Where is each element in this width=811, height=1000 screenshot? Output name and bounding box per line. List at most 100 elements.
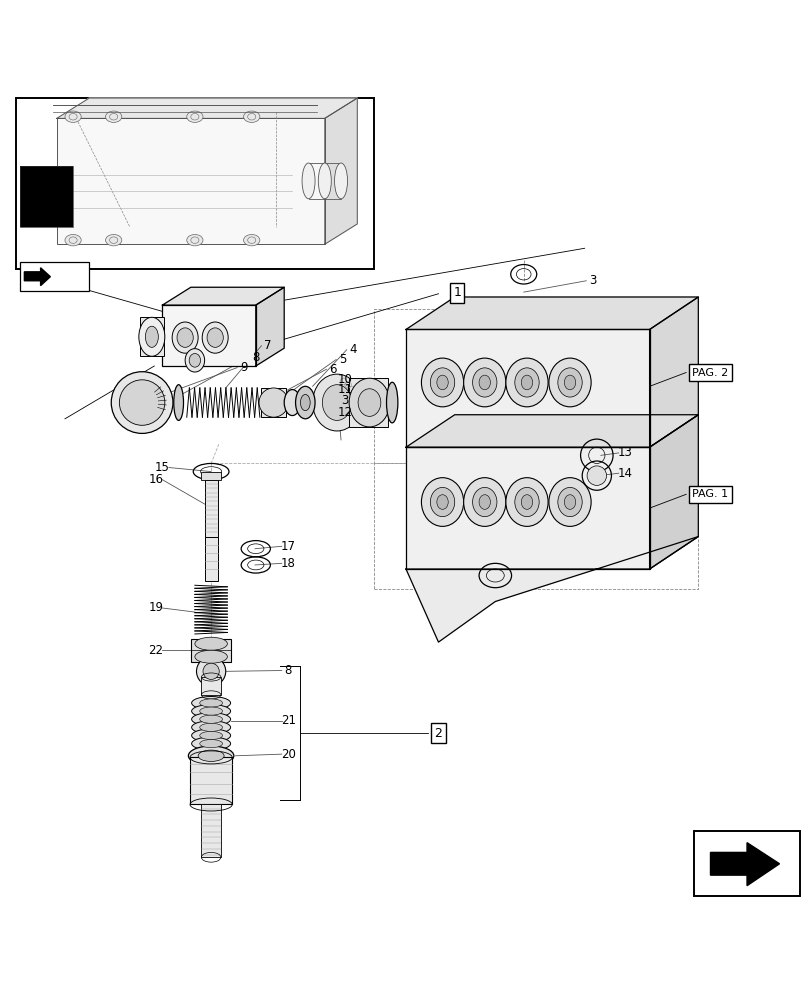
Bar: [349, 378, 388, 427]
Text: 18: 18: [281, 557, 295, 570]
Ellipse shape: [195, 637, 227, 650]
Ellipse shape: [191, 721, 230, 734]
Bar: [191, 639, 231, 662]
Ellipse shape: [386, 382, 397, 423]
Text: 3: 3: [341, 394, 349, 407]
Ellipse shape: [436, 375, 448, 390]
Ellipse shape: [195, 650, 227, 663]
Ellipse shape: [243, 111, 260, 122]
Ellipse shape: [172, 322, 198, 353]
Ellipse shape: [139, 317, 165, 356]
Ellipse shape: [198, 750, 224, 761]
Ellipse shape: [207, 328, 223, 347]
Ellipse shape: [200, 723, 222, 731]
Ellipse shape: [174, 385, 183, 420]
Ellipse shape: [177, 328, 193, 347]
Text: 14: 14: [617, 467, 632, 480]
Bar: [190, 757, 232, 804]
Ellipse shape: [505, 358, 547, 407]
Ellipse shape: [557, 487, 581, 517]
Ellipse shape: [564, 495, 575, 509]
Bar: [16, 98, 373, 269]
Text: 17: 17: [281, 540, 295, 553]
Ellipse shape: [430, 368, 454, 397]
Ellipse shape: [514, 487, 539, 517]
Ellipse shape: [243, 234, 260, 246]
Polygon shape: [406, 447, 649, 569]
Polygon shape: [406, 297, 697, 329]
Ellipse shape: [478, 495, 490, 509]
Ellipse shape: [514, 368, 539, 397]
Ellipse shape: [421, 478, 463, 526]
Ellipse shape: [191, 697, 230, 709]
Ellipse shape: [521, 495, 532, 509]
Bar: [204, 480, 217, 537]
Ellipse shape: [295, 386, 315, 419]
Polygon shape: [24, 268, 50, 286]
Ellipse shape: [105, 111, 122, 122]
Ellipse shape: [203, 663, 219, 679]
Bar: [261, 388, 285, 417]
Text: PAG. 2: PAG. 2: [692, 368, 727, 378]
Ellipse shape: [200, 740, 222, 748]
Ellipse shape: [586, 466, 606, 485]
Ellipse shape: [302, 163, 315, 199]
Ellipse shape: [65, 234, 81, 246]
Ellipse shape: [200, 715, 222, 723]
Ellipse shape: [548, 478, 590, 526]
Text: 12: 12: [337, 406, 352, 419]
Ellipse shape: [191, 713, 230, 726]
Text: 5: 5: [338, 353, 346, 366]
Ellipse shape: [557, 368, 581, 397]
Bar: [20, 262, 89, 291]
Ellipse shape: [191, 737, 230, 750]
Ellipse shape: [111, 372, 173, 433]
Polygon shape: [406, 329, 649, 447]
Text: 22: 22: [148, 644, 163, 657]
Polygon shape: [255, 287, 284, 366]
Polygon shape: [57, 98, 357, 118]
Text: 3: 3: [588, 274, 596, 287]
Ellipse shape: [187, 111, 203, 122]
Ellipse shape: [119, 380, 165, 425]
Ellipse shape: [188, 746, 234, 766]
Ellipse shape: [200, 731, 222, 740]
Text: 4: 4: [349, 343, 357, 356]
Ellipse shape: [436, 495, 448, 509]
Text: 13: 13: [617, 446, 632, 459]
Bar: [20, 166, 73, 227]
Ellipse shape: [463, 478, 505, 526]
Ellipse shape: [284, 390, 300, 416]
Text: 7: 7: [264, 339, 272, 352]
Bar: [204, 537, 217, 581]
Text: 8: 8: [251, 351, 260, 364]
Bar: [57, 118, 324, 244]
Ellipse shape: [145, 326, 158, 347]
Polygon shape: [406, 537, 697, 642]
Ellipse shape: [187, 234, 203, 246]
Text: 20: 20: [281, 748, 295, 761]
Bar: [20, 166, 73, 227]
Bar: [162, 305, 255, 366]
Bar: [201, 804, 221, 857]
Text: 21: 21: [281, 714, 295, 727]
Text: 16: 16: [148, 473, 163, 486]
Text: 19: 19: [148, 601, 163, 614]
Polygon shape: [649, 297, 697, 447]
Ellipse shape: [318, 163, 331, 199]
Ellipse shape: [322, 385, 351, 420]
Ellipse shape: [191, 705, 230, 718]
Ellipse shape: [334, 163, 347, 199]
Polygon shape: [406, 415, 697, 447]
Ellipse shape: [105, 234, 122, 246]
Text: 9: 9: [239, 361, 247, 374]
Ellipse shape: [202, 322, 228, 353]
Polygon shape: [162, 287, 284, 305]
Polygon shape: [649, 415, 697, 569]
Ellipse shape: [564, 375, 575, 390]
Ellipse shape: [349, 378, 389, 427]
Ellipse shape: [312, 374, 361, 431]
Text: 11: 11: [337, 383, 352, 396]
Ellipse shape: [185, 349, 204, 372]
Ellipse shape: [472, 487, 496, 517]
